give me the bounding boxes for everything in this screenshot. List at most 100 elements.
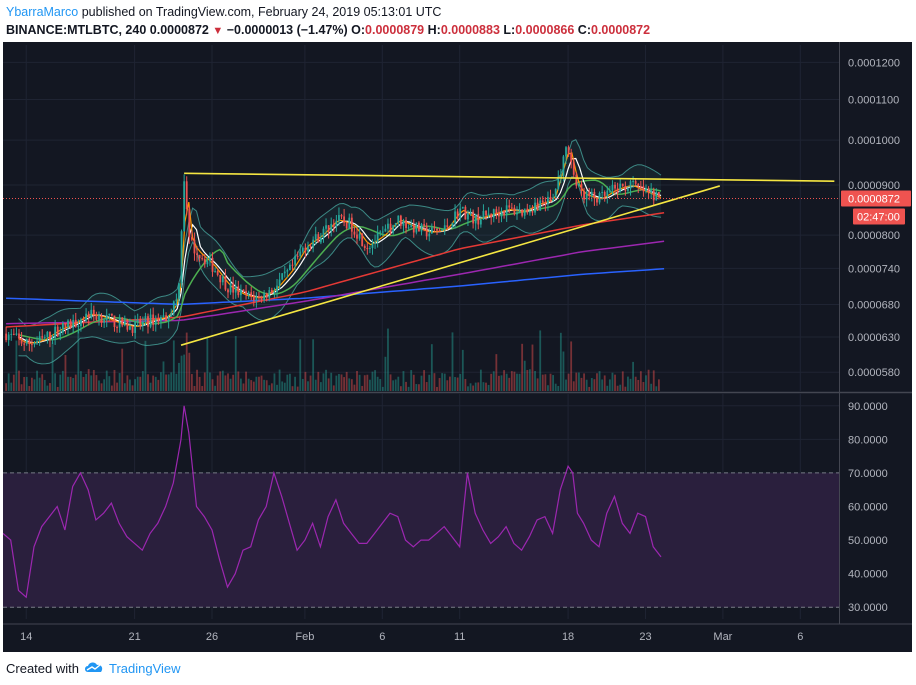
volume-bar [291,386,294,391]
candle [77,326,80,328]
candle [160,316,162,322]
open-label: O: [351,23,366,37]
candle [376,232,379,243]
candle [214,271,216,273]
volume-bar [459,373,462,391]
price-tick-label: 0.0001100 [848,94,899,106]
volume-bar [572,381,575,391]
volume-bar [100,383,103,391]
volume-bar [541,374,544,391]
volume-bar [621,371,624,391]
candle [141,321,144,326]
volume-bar [72,378,75,391]
volume-bar [485,382,487,391]
chart-canvas[interactable]: 0.00012000.00011000.00010000.00009000.00… [2,42,912,652]
candle [647,188,650,193]
candle [534,202,536,213]
candle [167,316,170,322]
candle [121,317,124,326]
candle [614,184,616,189]
candle [536,202,539,211]
volume-bar [330,372,333,391]
candle [513,207,516,215]
volume-bar [585,379,588,391]
candle [642,186,645,192]
volume-bar [224,375,227,391]
symbol-name: BINANCE:MTLBTC, 240 [6,23,147,37]
candle [312,239,315,248]
rsi-tick-label: 30.0000 [848,602,888,614]
candle [467,213,469,220]
volume-bar [283,382,286,391]
volume-bar [255,376,258,391]
volume-bars [5,328,660,391]
tradingview-link[interactable]: TradingView [108,660,181,676]
volume-bar [410,370,413,391]
volume-bar [263,379,266,391]
volume-bar [547,385,549,391]
volume-bar [242,383,245,391]
trendlines[interactable] [180,172,835,346]
candle [309,246,312,248]
volume-bar [639,371,642,391]
volume-bar [113,369,116,391]
candle [335,220,338,227]
down-arrow-icon: ▼ [212,25,224,37]
candle [10,333,13,335]
candle [428,233,431,237]
candle [441,229,444,231]
volume-bar [632,361,634,391]
candle [190,237,193,240]
candle [273,292,276,294]
candle [578,183,580,186]
candle [503,210,505,216]
volume-bar [227,373,229,391]
candle [479,219,482,225]
time-axis[interactable]: 14 21 26 Feb 6 11 18 23 Mar 6 [20,631,803,643]
volume-bar [252,381,255,391]
candle [608,190,611,192]
volume-bar [232,374,235,391]
candle [554,188,557,198]
bollinger-bands [18,139,662,365]
candle [175,299,178,302]
volume-bar [608,379,611,391]
volume-bar [103,379,106,391]
volume-bar [51,342,54,391]
candle [487,213,490,216]
volume-bar [10,382,13,391]
candle [268,290,271,298]
price-axis[interactable]: 0.00012000.00011000.00010000.00009000.00… [848,57,900,379]
chart-container[interactable]: 0.0001200 0.0001100 0.0001000 0.0000900 0.00… [2,42,912,652]
volume-bar [399,386,402,391]
volume-bar [56,386,59,391]
candle [627,188,629,191]
volume-bar [356,370,358,391]
volume-bar [567,373,570,391]
time-tick-label: 21 [128,631,140,643]
rsi-tick-label: 60.0000 [848,502,888,514]
volume-bar [539,330,542,391]
volume-bar [420,375,423,391]
candle [87,313,90,318]
candle [392,225,395,233]
volume-bar [482,382,485,391]
volume-bar [299,339,302,391]
volume-bar [281,381,284,391]
candle [456,211,459,218]
rsi-axis[interactable]: 90.0000 80.0000 70.0000 60.0000 50.0000 40.00… [848,401,888,614]
candle [430,227,433,234]
candle [301,247,304,252]
price-tick-label: 0.0000740 [848,263,900,275]
volume-bar [335,375,338,391]
candle [523,208,526,216]
volume-bar [477,382,480,391]
volume-bar [505,373,508,391]
candle [38,336,41,342]
author-link[interactable]: YbarraMarco [6,5,79,19]
candle [526,208,529,213]
candle [562,156,565,176]
candle [345,222,348,229]
candle [369,247,371,249]
volume-bar [317,371,320,391]
